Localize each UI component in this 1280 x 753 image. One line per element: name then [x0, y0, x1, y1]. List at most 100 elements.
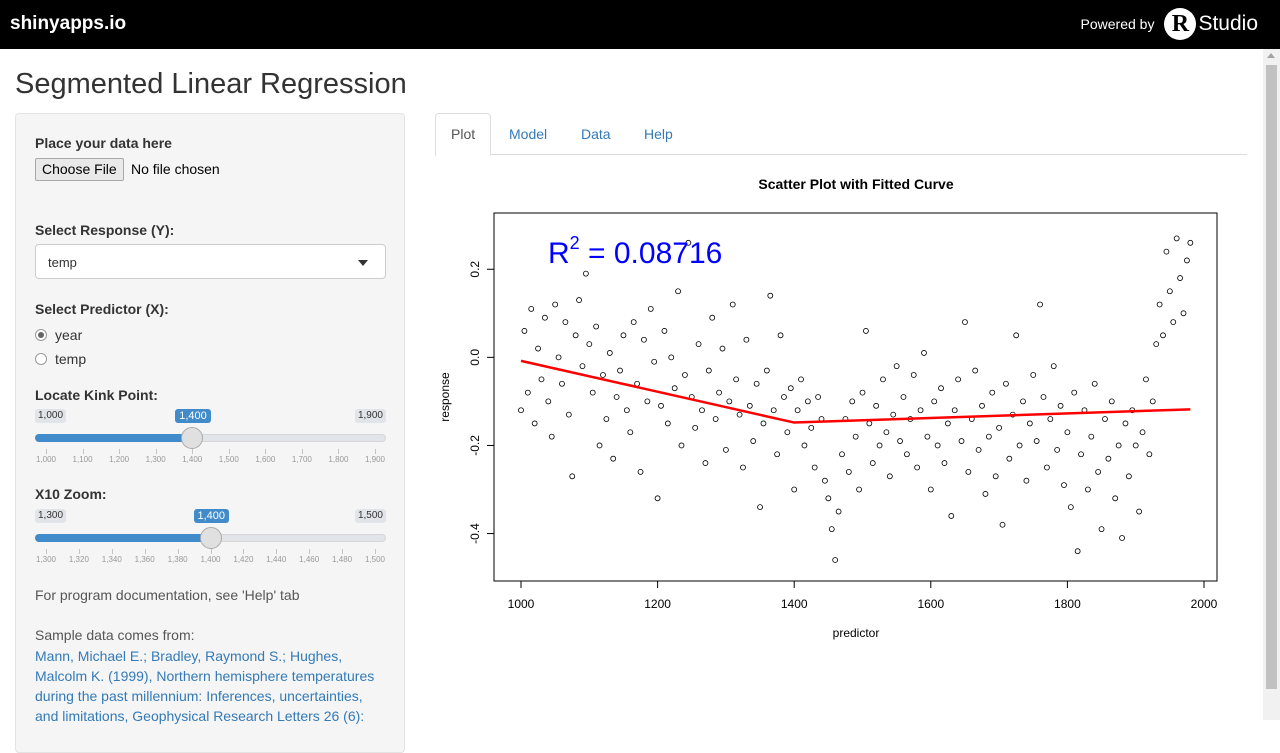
data-point [1074, 548, 1081, 555]
page-title: Segmented Linear Regression [15, 68, 407, 100]
data-point [1084, 486, 1091, 493]
data-point [781, 394, 787, 400]
r-squared-value: = 0.08716 [580, 237, 723, 270]
data-point [548, 433, 555, 440]
tab-model[interactable]: Model [509, 126, 548, 142]
tab-bar: Plot Model Data Help [435, 113, 1247, 156]
data-point [1122, 420, 1129, 427]
data-point [1112, 495, 1119, 502]
x-tick-label: 1800 [1054, 597, 1081, 611]
data-point [1177, 275, 1183, 281]
r-squared-base: R [548, 237, 570, 270]
zoom-slider[interactable]: 1,300 1,500 1,400 1,300 1,320 1,340 1,360 1,… [35, 509, 386, 569]
kink-slider-handle[interactable] [181, 427, 204, 449]
radio-selected-icon[interactable] [35, 329, 47, 341]
citation-link[interactable]: Mann, Michael E.; Bradley, Raymond S.; H… [35, 648, 375, 724]
y-tick-label: -0.2 [468, 435, 482, 456]
data-point [661, 328, 668, 334]
slider-tick-label: 1,340 [101, 555, 122, 564]
data-point [763, 367, 770, 374]
data-point [524, 389, 531, 396]
slider-tick-label: 1,300 [145, 455, 166, 464]
kink-slider[interactable]: 1,000 1,900 1,400 1,000 1,100 1,200 1,300 1,… [35, 409, 386, 469]
file-status-text: No file chosen [131, 161, 220, 177]
y-axis-label: response [438, 372, 452, 422]
data-point [579, 363, 586, 370]
data-point [927, 486, 934, 493]
data-point [784, 429, 791, 436]
zoom-slider-handle[interactable] [199, 527, 222, 549]
data-point [565, 411, 572, 418]
data-point [924, 433, 931, 440]
radio-unselected-icon[interactable] [35, 353, 47, 365]
slider-tick-label: 1,700 [291, 455, 312, 464]
slider-tick-mark [342, 549, 344, 554]
kink-slider-ticks: 1,000 1,100 1,200 1,300 1,400 1,500 1,600 1,700… [35, 449, 386, 465]
data-point [521, 328, 528, 334]
data-point [972, 367, 979, 374]
data-point [743, 336, 750, 343]
data-point [876, 442, 883, 449]
y-tick-label: -0.4 [468, 523, 482, 544]
data-point [903, 451, 910, 458]
data-point [1105, 455, 1112, 462]
data-points [518, 235, 1194, 563]
data-point [1040, 394, 1047, 400]
scroll-up-icon[interactable] [1267, 53, 1275, 58]
data-point [559, 380, 565, 387]
data-point [552, 301, 559, 308]
predictor-option-year[interactable]: year [35, 327, 82, 343]
sample-data-note: Sample data comes from: [35, 627, 195, 643]
data-point [1139, 429, 1146, 436]
brand-logo[interactable]: shinyapps.io [10, 13, 127, 34]
predictor-option-temp[interactable]: temp [35, 351, 86, 367]
tab-plot[interactable]: Plot [435, 113, 492, 156]
data-point [825, 495, 832, 502]
data-point [1061, 482, 1067, 489]
powered-by[interactable]: Powered by R Studio [1081, 8, 1258, 40]
data-point [1108, 398, 1115, 405]
data-point [856, 486, 862, 493]
data-point [1020, 398, 1026, 405]
data-point [630, 319, 637, 326]
data-point [1078, 451, 1084, 458]
data-point [1037, 301, 1043, 308]
data-point [921, 350, 927, 356]
slider-tick-mark [144, 549, 146, 554]
data-point [572, 332, 579, 339]
tab-data[interactable]: Data [581, 126, 611, 142]
data-point [999, 521, 1006, 528]
choose-file-button[interactable]: Choose File [35, 158, 124, 181]
data-point [1184, 257, 1190, 264]
data-point [603, 416, 610, 422]
response-select[interactable]: temp [35, 244, 386, 279]
kink-slider-fill [35, 434, 193, 442]
data-point [992, 473, 999, 480]
data-point [692, 424, 699, 431]
rstudio-r-icon: R [1164, 8, 1197, 40]
x-axis-label: predictor [833, 626, 880, 640]
page-scrollbar[interactable] [1263, 49, 1280, 720]
data-point [979, 402, 985, 409]
data-point [757, 504, 763, 511]
slider-tick-mark [228, 449, 230, 454]
response-label: Select Response (Y): [35, 222, 175, 238]
data-point [965, 468, 972, 475]
data-point [1057, 402, 1064, 409]
data-point [722, 446, 729, 453]
data-point [832, 557, 839, 563]
data-point [897, 438, 903, 444]
zoom-slider-value: 1,400 [193, 509, 230, 523]
slider-tick-mark [265, 449, 267, 454]
data-point [1102, 416, 1108, 422]
data-point [531, 420, 538, 427]
data-point [1030, 372, 1037, 378]
tab-help[interactable]: Help [644, 126, 673, 142]
data-point [910, 372, 917, 378]
data-point [767, 292, 774, 299]
data-point [658, 402, 664, 409]
x-axis: 1000 1200 1400 1600 1800 2000 [508, 580, 1218, 611]
scroll-thumb[interactable] [1266, 65, 1277, 689]
data-point [1187, 239, 1194, 246]
data-point [600, 372, 606, 378]
